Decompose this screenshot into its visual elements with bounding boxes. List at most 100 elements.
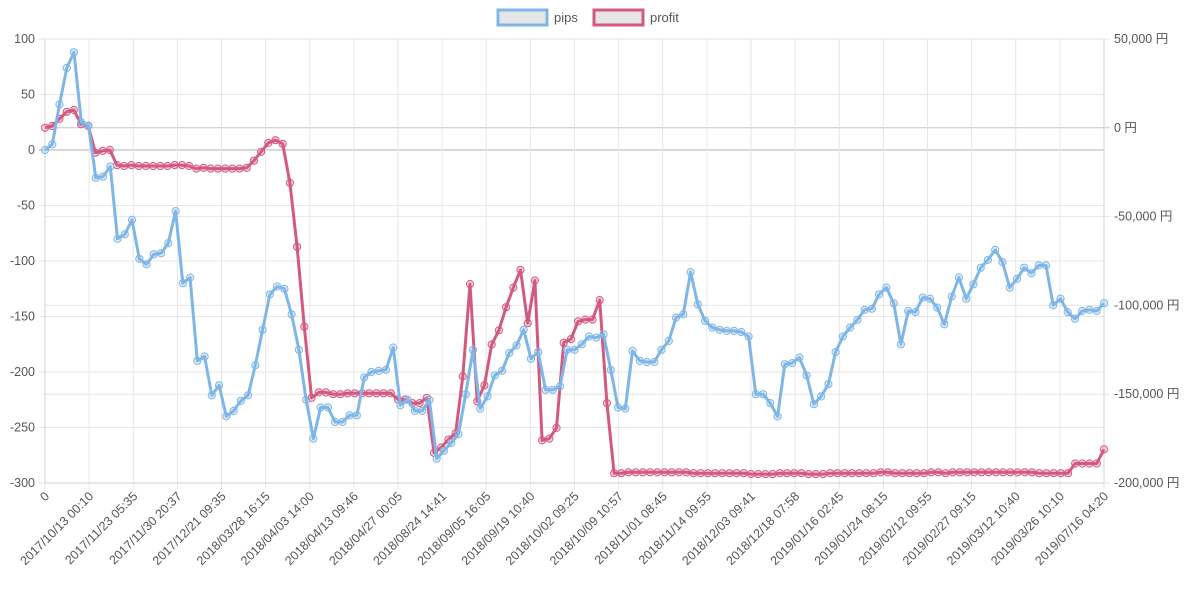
profit-point [379,389,388,398]
profit-point [1013,468,1022,477]
pips-point [664,336,673,345]
profit-point [552,423,561,432]
profit-point [271,136,280,145]
legend-swatch [592,8,645,27]
profit-point [170,161,179,170]
pips-point [933,303,942,312]
profit-point [862,469,871,478]
profit-point [1049,469,1058,478]
profit-point [314,388,323,397]
pips-point [867,304,877,313]
profit-point [40,123,50,132]
pips-point [737,327,746,337]
pips-point [77,118,86,127]
left-tick-label: -200 [10,365,35,379]
pips-point [236,396,245,405]
profit-point [970,468,979,477]
pips-point [360,373,369,382]
pips-point [127,215,137,224]
legend-item-pips[interactable]: pips [496,8,578,27]
profit-point [999,468,1008,477]
profit-point [1006,468,1015,477]
pips-point [403,395,412,404]
pips-point [1027,269,1036,278]
profit-point [415,399,424,408]
pips-point [40,145,50,155]
profit-point [876,468,885,477]
profit-point [242,163,251,172]
profit-point [883,468,893,477]
profit-point [898,469,907,478]
left-tick-label: 50 [21,88,35,102]
profit-point [502,303,511,312]
legend[interactable]: pips profit [496,8,679,27]
profit-point [638,468,648,477]
legend-swatch [496,8,549,27]
profit-point [545,434,554,443]
pips-point [838,332,848,341]
profit-point [1078,459,1087,468]
profit-point [300,322,309,331]
pips-point [650,357,659,367]
profit-point [833,469,842,478]
profit-point [710,469,720,478]
profit-point [185,161,194,171]
pips-point [882,283,891,292]
profit-point [855,469,864,478]
profit-point [98,146,107,155]
profit-point [120,161,129,171]
pips-point [548,385,557,394]
pips-point [853,315,862,324]
pips-point [577,340,586,349]
right-tick-label: 50,000 円 [1114,32,1168,46]
pips-point [497,366,507,375]
pips-point [555,382,565,391]
profit-point [343,389,352,398]
profit-point [595,296,604,305]
pips-point [1056,294,1065,303]
profit-point [1042,469,1051,478]
profit-point [631,468,640,477]
pips-point [824,380,833,389]
profit-point [134,161,143,171]
pips-point [483,392,492,401]
pips-point [309,434,318,443]
pips-point [461,390,470,399]
right-tick-label: 0 円 [1114,121,1137,135]
pips-point [802,371,811,380]
profit-point [509,283,518,292]
pips-point [860,305,869,314]
profit-point [228,164,237,173]
pips-point [396,401,405,410]
profit-point [739,469,748,478]
profit-point [1063,469,1073,478]
pips-point [889,299,898,308]
x-tick-label: 2017/10/13 00:10 [18,489,97,568]
pips-point [671,313,681,322]
pips-point [635,356,644,365]
pips-point [679,310,688,319]
pips-point [563,345,572,354]
pips-point [48,140,57,149]
profit-point [941,469,950,478]
profit-point [804,470,813,479]
profit-point [206,164,215,173]
profit-point [480,381,489,390]
pips-point [795,353,804,362]
pips-point [1020,263,1029,272]
pips-point [896,340,906,349]
right-tick-label: -100,000 円 [1114,298,1179,312]
pips-point [947,292,956,301]
profit-point [386,389,395,398]
legend-item-profit[interactable]: profit [592,8,679,27]
pips-point [1070,314,1080,323]
pips-point [62,63,71,73]
profit-point [847,469,857,478]
pips-point [302,395,311,404]
profit-point [840,469,849,478]
pips-point [780,360,789,369]
pips-point [265,290,274,299]
profit-point [912,469,921,478]
pips-point [809,400,819,409]
pips-point [519,325,528,334]
